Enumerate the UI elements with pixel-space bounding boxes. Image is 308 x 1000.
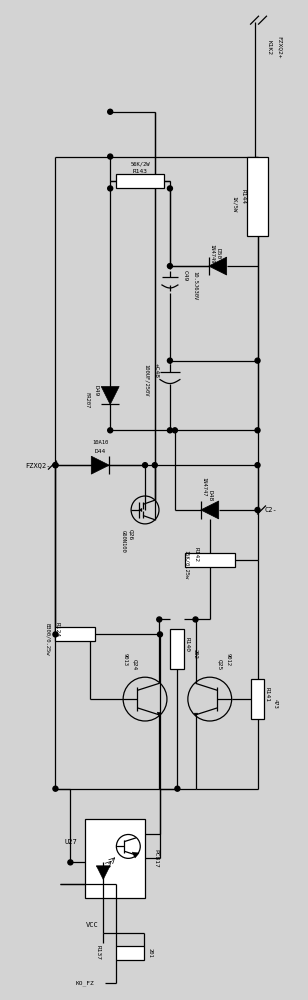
- Circle shape: [172, 428, 177, 433]
- Text: 100UF/250V: 100UF/250V: [144, 364, 148, 397]
- Text: K1K2: K1K2: [266, 40, 271, 55]
- Text: VCC: VCC: [85, 922, 98, 928]
- Polygon shape: [201, 501, 219, 519]
- Circle shape: [168, 186, 172, 191]
- Circle shape: [168, 264, 172, 269]
- Text: B300/0.25w: B300/0.25w: [45, 623, 50, 656]
- Circle shape: [157, 632, 162, 637]
- Text: PC817: PC817: [153, 849, 158, 868]
- Text: R140: R140: [185, 637, 190, 652]
- Text: 56K/2W: 56K/2W: [130, 161, 150, 166]
- Bar: [116, 174, 164, 188]
- Text: R124: R124: [55, 622, 60, 637]
- Circle shape: [152, 463, 157, 468]
- Polygon shape: [139, 508, 142, 512]
- Text: 1K/5W: 1K/5W: [232, 196, 237, 212]
- Text: R141: R141: [265, 687, 270, 702]
- Polygon shape: [91, 456, 109, 474]
- Text: 201: 201: [148, 948, 153, 958]
- Polygon shape: [101, 387, 119, 404]
- Text: 15K/0.25w: 15K/0.25w: [183, 550, 188, 579]
- Bar: [116, 946, 144, 960]
- Text: U27: U27: [65, 839, 77, 845]
- Circle shape: [255, 507, 260, 512]
- Circle shape: [168, 358, 172, 363]
- Text: FZXQ2-: FZXQ2-: [26, 462, 51, 468]
- Text: 473: 473: [273, 699, 278, 709]
- Text: 9013: 9013: [123, 653, 128, 666]
- Text: FR207: FR207: [85, 392, 90, 409]
- Text: 1N4749: 1N4749: [209, 244, 214, 264]
- Bar: [247, 157, 269, 236]
- Circle shape: [168, 428, 172, 433]
- Polygon shape: [209, 257, 227, 275]
- Bar: [85, 819, 145, 898]
- Bar: [185, 553, 235, 567]
- Text: 1N4747: 1N4747: [201, 477, 206, 497]
- Circle shape: [68, 860, 73, 865]
- Circle shape: [255, 428, 260, 433]
- Text: G60N100: G60N100: [121, 530, 126, 553]
- Circle shape: [255, 463, 260, 468]
- Polygon shape: [194, 713, 198, 716]
- Text: D44: D44: [95, 449, 106, 454]
- Text: FZXQ2+: FZXQ2+: [277, 36, 282, 58]
- Text: R137: R137: [95, 945, 100, 960]
- Text: +C48: +C48: [153, 363, 159, 378]
- Polygon shape: [157, 712, 161, 716]
- Circle shape: [108, 428, 113, 433]
- Text: R144: R144: [241, 189, 246, 204]
- Text: 10.5J630V: 10.5J630V: [192, 271, 197, 301]
- Text: 202: 202: [193, 649, 198, 659]
- Text: 9012: 9012: [225, 653, 230, 666]
- Circle shape: [53, 632, 58, 637]
- Polygon shape: [132, 852, 139, 858]
- Text: 10A10: 10A10: [92, 440, 108, 445]
- Text: C49: C49: [182, 270, 187, 282]
- Text: D50: D50: [215, 248, 220, 260]
- Circle shape: [108, 154, 113, 159]
- Polygon shape: [96, 866, 110, 880]
- Bar: [170, 629, 184, 669]
- Circle shape: [157, 617, 162, 622]
- Circle shape: [108, 186, 113, 191]
- Text: C2-: C2-: [265, 507, 277, 513]
- Circle shape: [175, 786, 180, 791]
- Circle shape: [193, 617, 198, 622]
- Text: R143: R143: [132, 169, 148, 174]
- Circle shape: [108, 109, 113, 114]
- Text: KO_FZ: KO_FZ: [75, 980, 94, 986]
- Bar: [251, 679, 265, 719]
- Circle shape: [53, 463, 58, 468]
- Text: D48: D48: [207, 490, 212, 502]
- Circle shape: [255, 358, 260, 363]
- Circle shape: [53, 786, 58, 791]
- Text: Q26: Q26: [129, 529, 134, 540]
- Text: Q24: Q24: [132, 659, 138, 670]
- Text: R142: R142: [193, 547, 198, 562]
- Bar: [55, 627, 95, 641]
- Circle shape: [53, 463, 58, 468]
- Text: Q25: Q25: [217, 659, 222, 670]
- Text: D49: D49: [94, 385, 99, 396]
- Circle shape: [143, 463, 148, 468]
